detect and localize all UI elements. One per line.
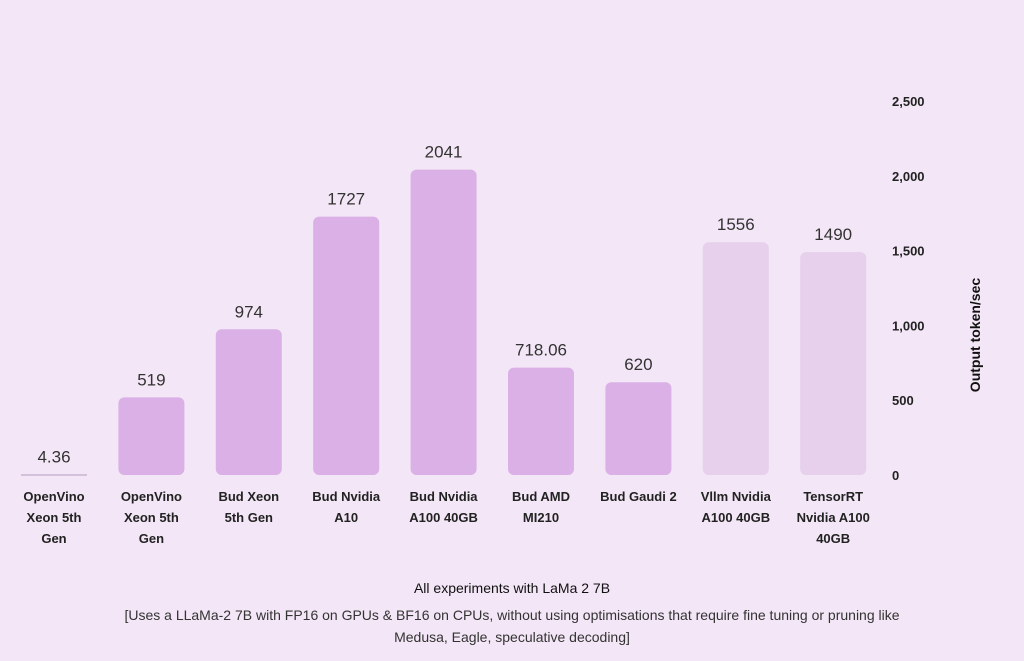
- chart-title: All experiments with LaMa 2 7B: [413, 580, 611, 596]
- value-label-3: 1727: [327, 190, 365, 209]
- value-label-0: 4.36: [37, 447, 70, 466]
- category-labels-group: OpenVino Xeon 5th Gen OpenVino Xeon 5th Gen Bu…: [23, 489, 869, 546]
- bar-2: [215, 329, 282, 475]
- value-label-7: 1556: [717, 215, 755, 234]
- bar-6: [605, 382, 672, 475]
- category-label-2: Bud Xeon 5th Gen: [218, 489, 279, 525]
- y-tick-label-5: 2,500: [892, 94, 925, 109]
- category-label-6: Bud Gaudi 2: [600, 489, 677, 504]
- bar-7: [702, 242, 769, 475]
- category-label-5: Bud AMD MI210: [512, 489, 570, 525]
- value-label-5: 718.06: [515, 341, 567, 360]
- value-label-1: 519: [137, 370, 165, 389]
- y-tick-label-3: 1,500: [892, 244, 925, 259]
- y-tick-label-1: 500: [892, 393, 914, 408]
- category-label-0: OpenVino Xeon 5th Gen: [23, 489, 84, 546]
- bar-8: [800, 252, 867, 475]
- bar-3: [313, 216, 380, 475]
- bar-1: [118, 397, 185, 475]
- category-label-7: Vllm Nvidia A100 40GB: [701, 489, 772, 525]
- y-axis-ticks: 0 500 1,000 1,500 2,000 2,500: [892, 94, 925, 483]
- category-label-3: Bud Nvidia A10: [312, 489, 381, 525]
- y-tick-label-0: 0: [892, 468, 899, 483]
- category-label-8: TensorRT Nvidia A100 40GB: [797, 489, 870, 546]
- value-label-2: 974: [235, 302, 263, 321]
- bar-4: [410, 169, 477, 476]
- value-label-4: 2041: [425, 143, 463, 162]
- value-label-8: 1490: [814, 225, 852, 244]
- y-tick-label-4: 2,000: [892, 169, 925, 184]
- value-labels-group: 4.36 519 974 1727 2041 718.06 620 1556 1490: [37, 143, 852, 467]
- bars-group: [21, 169, 867, 476]
- bar-5: [508, 367, 574, 475]
- category-label-4: Bud Nvidia A100 40GB: [409, 489, 478, 525]
- y-axis-title: Output token/sec: [967, 278, 983, 393]
- chart-subtitle: [Uses a LLaMa-2 7B with FP16 on GPUs & B…: [124, 607, 900, 645]
- category-label-1: OpenVino Xeon 5th Gen: [121, 489, 182, 546]
- y-tick-label-2: 1,000: [892, 318, 925, 333]
- value-label-6: 620: [624, 355, 652, 374]
